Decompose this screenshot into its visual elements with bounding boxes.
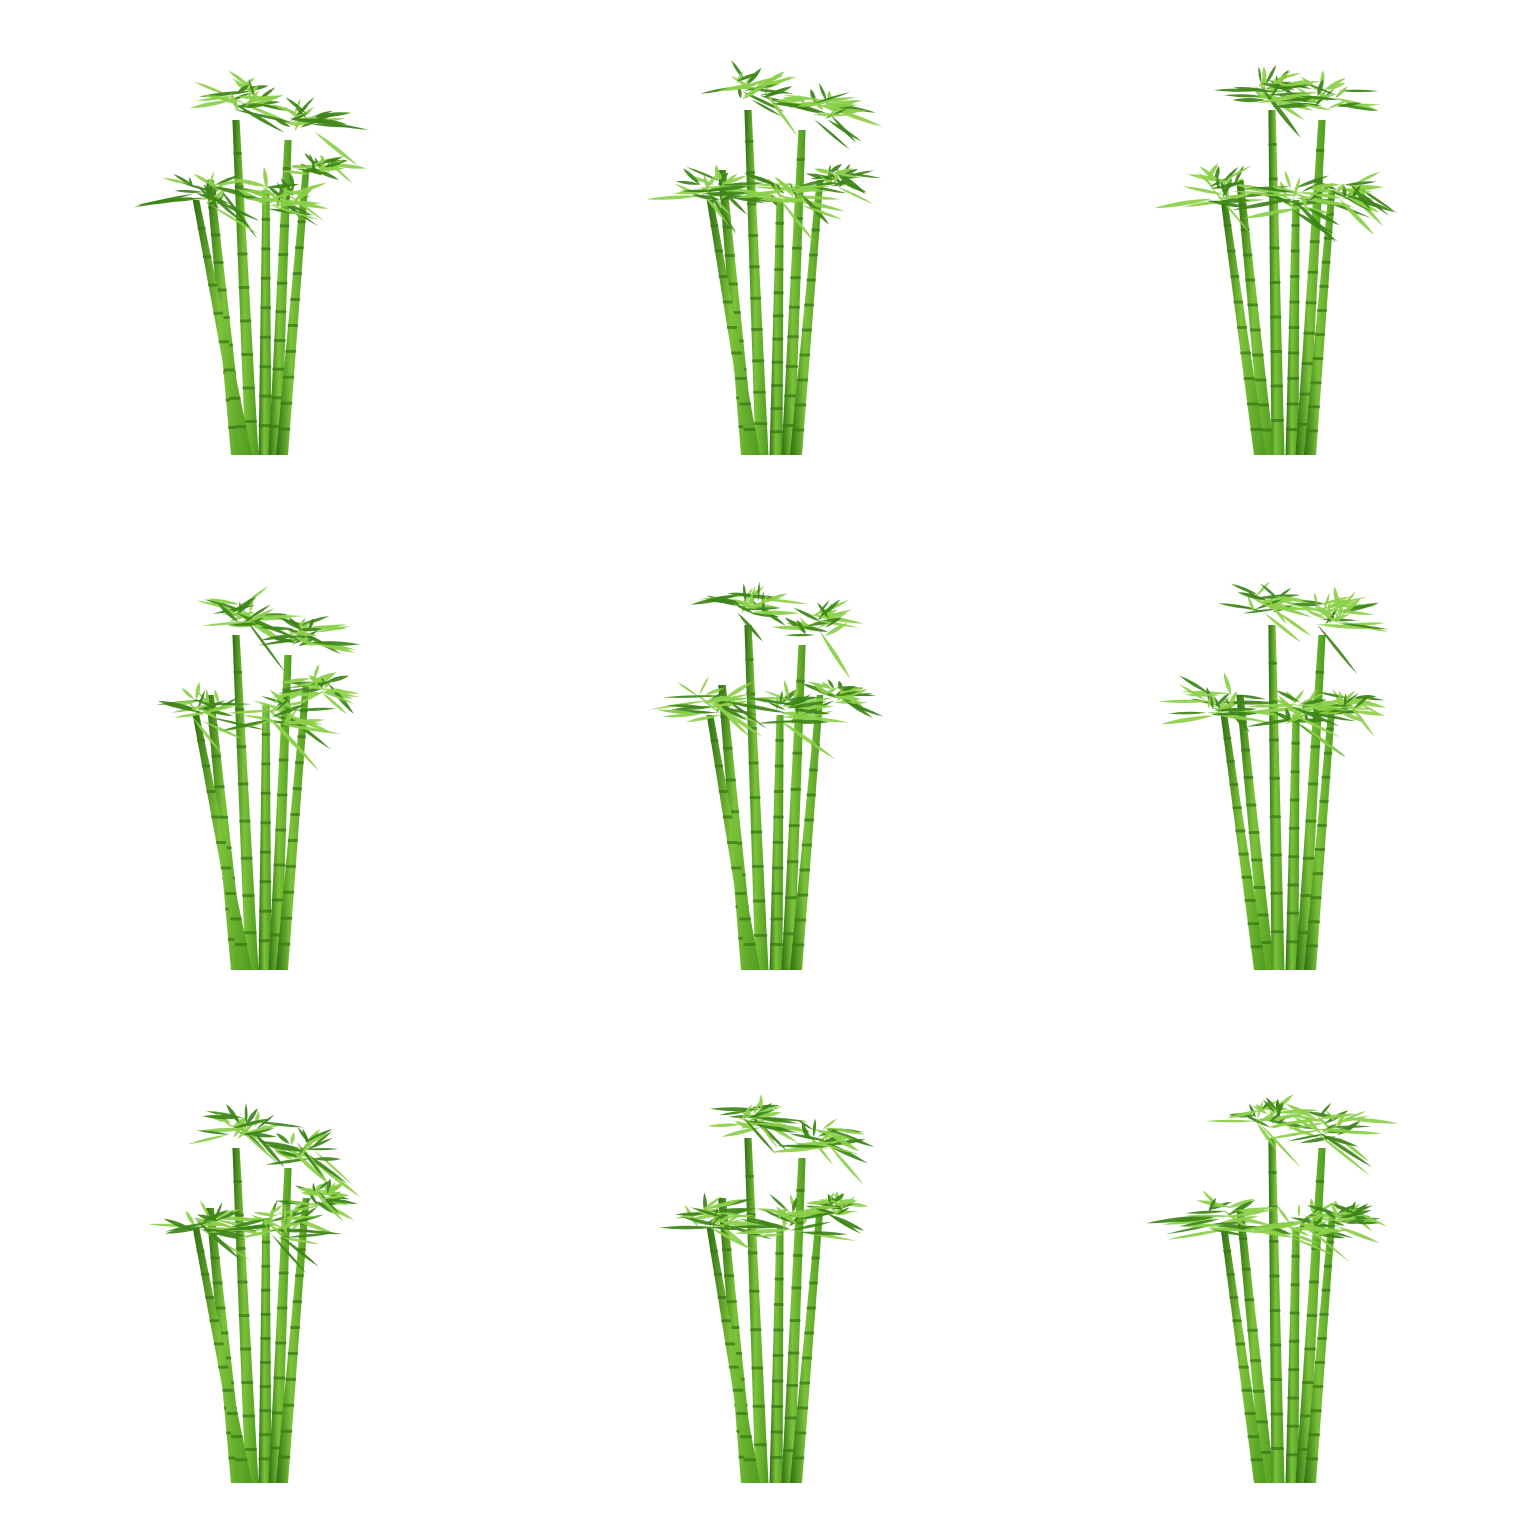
bamboo-leaf-tuft [786,679,884,719]
bamboo-leaf-tuft [232,166,329,227]
bamboo-leaf-tuft [1263,1102,1399,1176]
bamboo-leaf-tuft [1242,687,1359,759]
bamboo-stalk [192,200,252,455]
bamboo-leaf-tuft [257,615,360,655]
bamboo-cluster-icon [659,1094,875,1483]
bamboo-leaf-tuft [1307,689,1387,737]
bamboo-cluster-cell [630,30,930,490]
bamboo-stalk [1236,1208,1275,1483]
bamboo-leaf-tuft [646,164,779,235]
bamboo-leaf-tuft [257,1127,361,1197]
bamboo-stalk [769,200,784,455]
bamboo-stalk [1268,1138,1285,1483]
bamboo-leaf-tuft [771,599,864,680]
bamboo-stalk [1304,190,1336,455]
bamboo-stalk [790,180,824,455]
bamboo-stalk [232,635,259,970]
bamboo-stalk [1268,110,1285,455]
bamboo-leaf-tuft [1232,170,1372,243]
bamboo-stalk [276,685,310,970]
bamboo-cluster-cell [120,1058,420,1518]
bamboo-stalk [1268,625,1285,970]
bamboo-leaf-tuft [133,171,260,239]
bamboo-stalk [268,140,292,455]
bamboo-cluster-icon [155,586,361,970]
bamboo-stalk [268,1168,292,1483]
bamboo-leaf-tuft [219,1197,343,1274]
bamboo-stalk [232,120,259,455]
bamboo-leaf-tuft [1158,672,1277,733]
bamboo-leaf-tuft [1257,70,1382,112]
bamboo-leaf-tuft [1309,171,1398,236]
bamboo-leaf-tuft [280,152,367,184]
bamboo-leaf-tuft [1307,1200,1388,1243]
bamboo-cluster-cell [1140,545,1440,1005]
bamboo-stalk [276,170,310,455]
bamboo-cluster-cell [630,545,930,1005]
bamboo-stalk [1220,200,1266,455]
bamboo-leaf-tuft [727,173,848,246]
bamboo-cluster-cell [120,30,420,490]
bamboo-stalk [706,1228,760,1483]
bamboo-stalk [769,1228,784,1483]
bamboo-leaf-tuft [770,83,883,150]
bamboo-leaf-tuft [793,164,882,204]
bamboo-cluster-icon [1146,1094,1399,1483]
bamboo-cluster-icon [646,60,883,455]
bamboo-stalk [1236,695,1275,970]
bamboo-stalk [258,705,272,970]
bamboo-stalk [1285,200,1300,455]
bamboo-stalk [258,190,272,455]
bamboo-stalk [258,1218,272,1483]
bamboo-leaf-tuft [271,664,361,715]
bamboo-leaf-tuft [707,1094,809,1155]
bamboo-leaf-tuft [659,1192,778,1251]
bamboo-leaf-tuft [1146,1190,1283,1240]
bamboo-stalk [1304,705,1336,970]
bamboo-stalk [192,715,252,970]
bamboo-cluster-icon [649,581,884,970]
bamboo-leaf-tuft [216,688,341,771]
bamboo-leaf-tuft [189,70,302,133]
bamboo-stalk [706,715,760,970]
bamboo-leaf-tuft [649,675,788,739]
bamboo-stalk [790,695,824,970]
bamboo-leaf-tuft [799,1191,869,1234]
bamboo-stalk [1285,1228,1300,1483]
bamboo-stalk [790,1208,824,1483]
bamboo-cluster-icon [1158,581,1389,970]
bamboo-stalk [706,200,760,455]
bamboo-cluster-cell [120,545,420,1005]
bamboo-stalk [1285,715,1300,970]
bamboo-cluster-cell [1140,1058,1440,1518]
bamboo-cluster-icon [1154,64,1398,455]
bamboo-leaf-tuft [275,1178,358,1222]
bamboo-leaf-tuft [1154,163,1280,238]
bamboo-leaf-tuft [1282,586,1389,675]
bamboo-leaf-tuft [771,1118,875,1186]
bamboo-stalk [769,715,784,970]
bamboo-cluster-cell [1140,30,1440,490]
bamboo-stalk [1236,180,1275,455]
bamboo-cluster-icon [148,1103,361,1483]
bamboo-cluster-cell [630,1058,930,1518]
bamboo-stalk [192,1228,252,1483]
bamboo-leaf-tuft [252,97,370,166]
bamboo-stalk [1220,715,1266,970]
bamboo-cluster-icon [133,70,370,455]
bamboo-leaf-tuft [1218,581,1334,643]
bamboo-stalk [1220,1228,1266,1483]
bamboo-leaf-tuft [690,581,808,642]
